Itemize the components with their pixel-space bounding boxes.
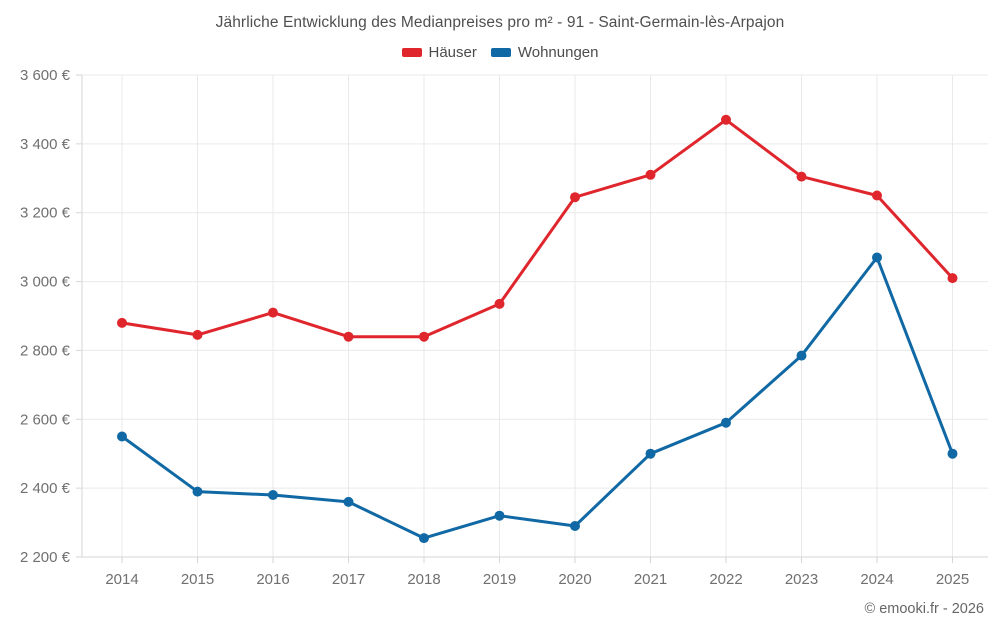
x-axis-label: 2016 — [256, 571, 289, 588]
y-axis-label: 3 400 € — [20, 136, 71, 153]
data-point-wohnungen-2018[interactable] — [419, 533, 429, 544]
legend-label: Wohnungen — [517, 44, 599, 61]
legend-swatch-icon — [401, 48, 422, 57]
data-point-h-user-2018[interactable] — [419, 331, 429, 342]
copyright-credit: © emooki.fr - 2026 — [864, 601, 984, 617]
data-point-h-user-2014[interactable] — [117, 317, 127, 328]
legend-label: Häuser — [428, 44, 477, 61]
y-axis-label: 3 600 € — [20, 67, 71, 84]
x-axis-label: 2020 — [558, 571, 591, 588]
y-axis-label: 3 200 € — [20, 205, 71, 222]
legend-item-wohnungen[interactable]: Wohnungen — [490, 44, 599, 61]
chart-title: Jährliche Entwicklung des Medianpreises … — [215, 14, 785, 31]
data-point-h-user-2024[interactable] — [872, 190, 882, 201]
y-axis-label: 2 600 € — [20, 411, 71, 428]
data-point-wohnungen-2021[interactable] — [645, 448, 656, 459]
series-line-wohnungen — [120, 256, 954, 540]
x-axis-label: 2014 — [105, 571, 138, 588]
legend-swatch-icon — [490, 48, 511, 57]
x-axis-label: 2021 — [634, 571, 667, 588]
data-point-h-user-2025[interactable] — [947, 273, 958, 284]
data-point-h-user-2022[interactable] — [721, 114, 731, 125]
data-point-wohnungen-2020[interactable] — [570, 521, 580, 531]
chart-legend: Häuser Wohnungen — [0, 44, 1000, 61]
data-point-h-user-2016[interactable] — [268, 307, 278, 318]
data-point-wohnungen-2016[interactable] — [268, 490, 278, 500]
data-point-h-user-2015[interactable] — [192, 329, 203, 340]
data-point-wohnungen-2023[interactable] — [796, 350, 807, 361]
data-point-h-user-2017[interactable] — [343, 331, 354, 342]
x-axis-label: 2024 — [860, 571, 893, 588]
data-point-h-user-2020[interactable] — [570, 192, 580, 203]
x-axis-label: 2022 — [709, 571, 742, 588]
data-point-wohnungen-2024[interactable] — [872, 252, 882, 263]
x-axis-label: 2019 — [483, 571, 516, 588]
data-point-wohnungen-2025[interactable] — [947, 448, 958, 459]
legend-item-h-user[interactable]: Häuser — [401, 44, 477, 61]
x-axis-label: 2023 — [785, 571, 818, 588]
data-point-h-user-2019[interactable] — [494, 298, 505, 309]
x-axis-label: 2025 — [936, 571, 969, 588]
data-point-h-user-2023[interactable] — [796, 171, 807, 182]
data-point-wohnungen-2019[interactable] — [494, 510, 505, 521]
series-line-h-user — [120, 118, 954, 339]
data-point-wohnungen-2017[interactable] — [343, 496, 354, 507]
x-axis-label: 2017 — [332, 571, 365, 588]
y-axis-label: 2 800 € — [20, 342, 71, 359]
data-point-wohnungen-2015[interactable] — [192, 486, 203, 497]
data-point-wohnungen-2014[interactable] — [117, 431, 127, 442]
x-axis-label: 2015 — [181, 571, 214, 588]
x-axis-label: 2018 — [407, 571, 440, 588]
y-axis-label: 3 000 € — [20, 274, 71, 291]
data-point-wohnungen-2022[interactable] — [721, 417, 731, 428]
y-axis-label: 2 400 € — [20, 480, 71, 497]
data-point-h-user-2021[interactable] — [645, 169, 656, 180]
y-axis-label: 2 200 € — [20, 549, 71, 566]
